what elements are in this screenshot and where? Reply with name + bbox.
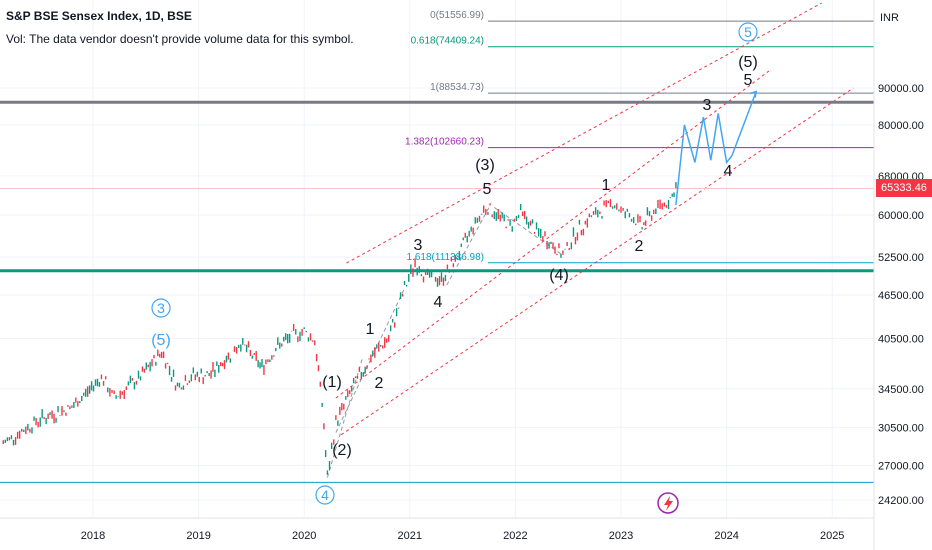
wave-label-circled-4-ring	[315, 485, 335, 505]
wave-label-paren-3[interactable]: (3)	[475, 157, 495, 174]
fib-level-label: 1.618(111386.98)	[407, 252, 484, 263]
price-series	[2, 182, 677, 475]
time-tick-label: 2025	[820, 530, 844, 542]
wave-label-circled-5[interactable]: 5	[744, 24, 752, 40]
time-tick-label: 2021	[398, 530, 422, 542]
wave-label-paren-4[interactable]: (4)	[549, 267, 569, 284]
wave-label-3[interactable]: 3	[414, 237, 423, 254]
projection-arrowhead	[749, 90, 758, 98]
wave-label-paren-2[interactable]: (2)	[332, 442, 352, 459]
fib-level-label: 1(88534.73)	[430, 82, 484, 93]
price-tick-label: 46500.00	[878, 290, 924, 302]
wave-label-3b[interactable]: 3	[703, 97, 712, 114]
time-tick-label: 2023	[609, 530, 633, 542]
wave-label-5b[interactable]: 5	[744, 72, 753, 89]
wave-label-1[interactable]: 1	[366, 321, 375, 338]
price-tick-label: 60000.00	[878, 210, 924, 222]
wave-label-2[interactable]: 2	[375, 375, 384, 392]
wave-label-circled-3[interactable]: 3	[157, 300, 165, 316]
price-tick-label: 90000.00	[878, 83, 924, 95]
wave-label-5[interactable]: 5	[483, 181, 492, 198]
last-price-tag: 65333.46	[876, 179, 932, 198]
fib-level-label: 0.618(74409.24)	[411, 36, 484, 47]
projection-path[interactable]	[675, 90, 758, 205]
channel-line[interactable]	[340, 87, 854, 436]
wave-label-paren-5-right[interactable]: (5)	[738, 54, 758, 71]
fib-level-label: 1.382(102660.23)	[405, 137, 484, 148]
horizontal-lines[interactable]	[0, 100, 874, 483]
wave-label-paren-1[interactable]: (1)	[322, 374, 342, 391]
wave-connector	[335, 288, 405, 433]
wave-label-4[interactable]: 4	[434, 294, 443, 311]
events-icon[interactable]	[664, 496, 673, 511]
wave-label-circled-5-ring	[738, 22, 758, 42]
currency-label[interactable]: INR	[880, 12, 899, 24]
grid	[0, 0, 874, 518]
price-tick-label: 24200.00	[878, 495, 924, 507]
time-tick-label: 2018	[81, 530, 105, 542]
price-tick-label: 34500.00	[878, 384, 924, 396]
price-tick-label: 52500.00	[878, 252, 924, 264]
price-tick-label: 30500.00	[878, 422, 924, 434]
channel-line[interactable]	[346, 2, 822, 264]
price-tick-label: 27000.00	[878, 461, 924, 473]
fibonacci-retracement[interactable]: 1.618(111386.98) 1.382(102660.23) 1(88534.…	[405, 10, 874, 264]
symbol-title[interactable]: S&P BSE Sensex Index, 1D, BSE	[6, 9, 192, 23]
wave-label-4b[interactable]: 4	[724, 163, 733, 180]
projection-line[interactable]	[675, 91, 757, 205]
trend-channel[interactable]	[326, 2, 854, 478]
fib-level-label: 0(51556.99)	[430, 10, 484, 21]
wave-label-circled-3-ring	[151, 298, 171, 318]
wave-label-1b[interactable]: 1	[602, 177, 611, 194]
wave-label-paren-5-left[interactable]: (5)	[151, 332, 171, 349]
price-tick-label: 80000.00	[878, 120, 924, 132]
time-tick-label: 2024	[714, 530, 738, 542]
time-tick-label: 2019	[186, 530, 210, 542]
time-axis[interactable]: 2018 2019 2020 2021 2022 2023 2024 2025	[0, 517, 874, 542]
wave-label-2b[interactable]: 2	[635, 238, 644, 255]
time-tick-label: 2022	[503, 530, 527, 542]
price-tick-label: 40500.00	[878, 333, 924, 345]
volume-note: Vol: The data vendor doesn't provide vol…	[6, 32, 354, 46]
wave-connector	[446, 207, 490, 286]
wave-label-circled-4[interactable]: 4	[321, 487, 329, 503]
channel-line[interactable]	[335, 70, 770, 399]
time-tick-label: 2020	[292, 530, 316, 542]
price-axis[interactable]: 90000.0080000.0068000.0060000.0052500.00…	[873, 0, 924, 550]
